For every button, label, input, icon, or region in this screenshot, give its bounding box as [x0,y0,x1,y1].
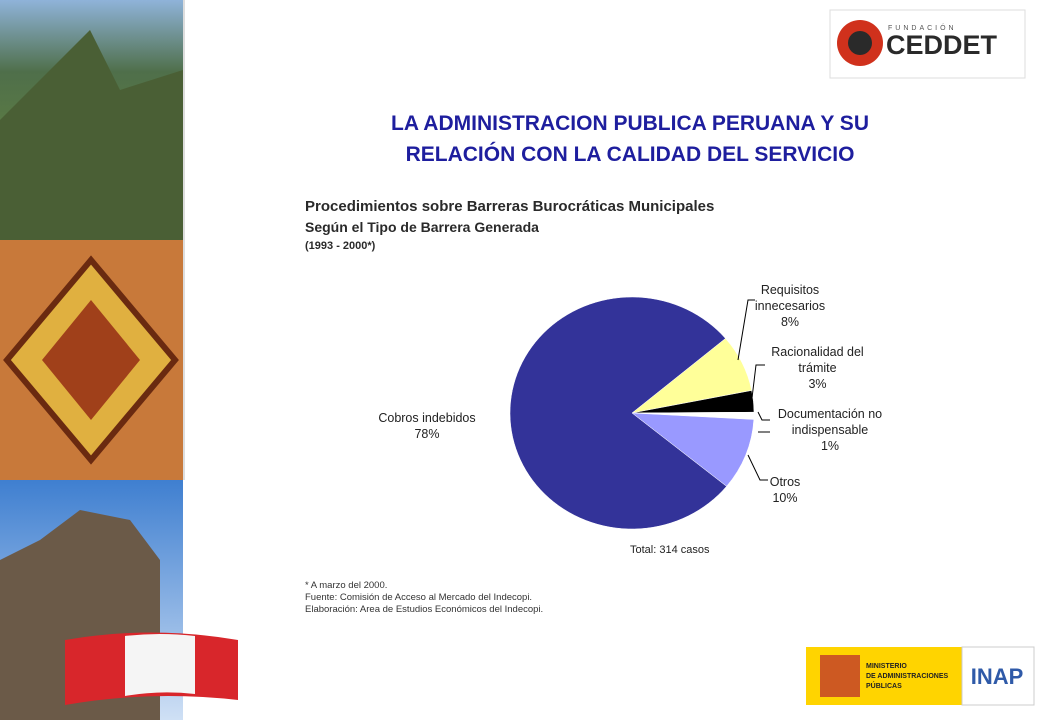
slice-value: 10% [772,491,798,505]
leader [757,411,770,421]
textile-center [42,300,140,420]
slice-name: Documentación no indispensable [777,407,883,437]
footnote: * A marzo del 2000. [305,580,388,591]
slice-label: Cobros indebidos 78% [372,410,482,442]
chart-period: (1993 - 2000*) [305,240,376,252]
pie [509,296,755,530]
leader [747,454,768,481]
footnote: Elaboración: Area de Estudios Económicos… [305,604,544,615]
title-line: LA ADMINISTRACION PUBLICA PERUANA Y SU [391,112,869,135]
leader [737,299,755,361]
footnotes: * A marzo del 2000. Fuente: Comisión de … [305,580,543,616]
slice-name: Otros [769,475,801,489]
ministerio-line: MINISTERIO [866,663,907,670]
slide-title: LA ADMINISTRACION PUBLICA PERUANA Y SU R… [240,108,1020,170]
ceddet-icon-inner [848,31,872,55]
inap-box [961,646,1035,706]
ministerio-line: DE ADMINISTRACIONES [866,673,949,680]
leader [751,364,765,399]
ministerio-line: PÚBLICAS [866,681,902,690]
slice-label: Racionalidad del trámite 3% [755,344,880,392]
slice-name: Racionalidad del trámite [771,345,864,375]
slice-value: 3% [808,377,827,391]
slice-label: Documentación no indispensable 1% [760,406,900,454]
slice-value: 8% [780,315,800,329]
slice-name: Cobros indebidos [378,411,476,425]
pie-slice [631,412,755,487]
ceddet-small: FUNDACIÓN [888,23,957,32]
slice-value: 1% [820,439,840,453]
flag-white [125,634,195,696]
footnote: Fuente: Comisión de Acceso al Mercado de… [305,592,533,603]
slice-label: Requisitos innecesarios 8% [735,282,845,330]
divider [183,0,185,480]
pie-slice [509,296,727,530]
chart-title: Procedimientos sobre Barreras Burocrátic… [305,198,715,215]
chart-subtitle: Según el Tipo de Barrera Generada [305,219,539,235]
slice-value: 78% [414,427,440,441]
slice-name: Requisitos innecesarios [754,283,826,313]
ceddet-name: CEDDET [886,30,998,60]
leader-lines [737,299,770,481]
mountain [0,30,183,240]
annotation: Total: 314 casos [630,544,710,556]
coat-of-arms [820,655,860,697]
title-line: RELACIÓN CON LA CALIDAD DEL SERVICIO [405,143,855,166]
inap-name: INAP [971,664,1024,689]
slice-label: Otros 10% [755,474,815,506]
